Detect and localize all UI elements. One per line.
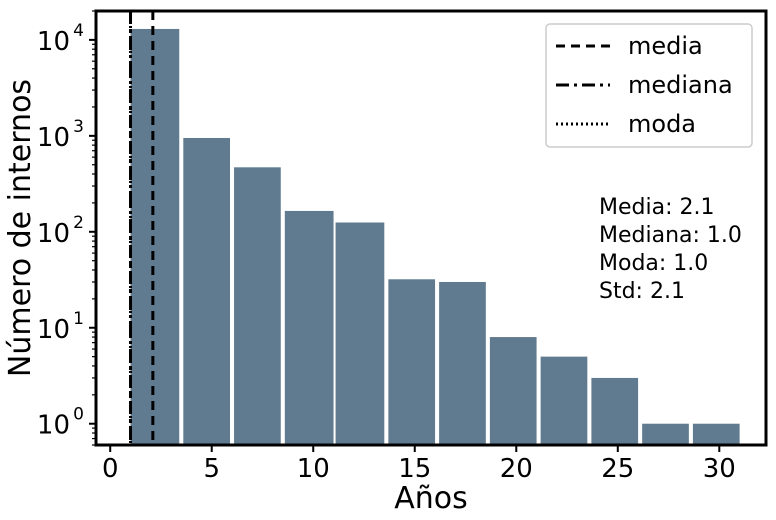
stat-std: Std: 2.1 (599, 279, 685, 304)
x-tick-label: 5 (203, 454, 220, 484)
bar-12 (692, 423, 740, 445)
x-tick-label: 30 (703, 454, 736, 484)
plot-frame (94, 9, 768, 447)
bar-2 (183, 137, 230, 445)
x-tick-label: 0 (102, 454, 119, 484)
legend-label-mediana: mediana (628, 71, 733, 99)
bar-8 (489, 337, 537, 445)
legend: media mediana moda (545, 23, 753, 148)
y-tick-exponent: 3 (73, 117, 84, 137)
y-tick-exponent: 1 (73, 309, 84, 329)
bar-9 (540, 356, 588, 445)
y-tick-label: 10 (37, 123, 70, 153)
bars-layer (130, 28, 740, 445)
x-tick-label: 10 (297, 454, 330, 484)
bar-10 (591, 377, 639, 445)
bar-7 (439, 281, 486, 445)
x-tick-label: 20 (500, 454, 533, 484)
legend-box (545, 23, 753, 148)
stats-annotation: Media: 2.1 Mediana: 1.0 Moda: 1.0 Std: 2… (599, 195, 742, 304)
stat-mediana: Mediana: 1.0 (599, 223, 742, 248)
x-axis-ticks: 0 5 10 15 20 25 30 (102, 445, 736, 484)
reference-lines-layer (129, 11, 155, 445)
bar-3 (234, 167, 281, 445)
legend-label-moda: moda (628, 110, 696, 138)
y-tick-exponent: 0 (73, 405, 84, 425)
bar-6 (388, 279, 436, 445)
y-tick-label: 10 (37, 219, 70, 249)
x-axis-label: Años (394, 481, 468, 516)
legend-label-media: media (628, 32, 703, 60)
x-tick-label: 15 (398, 454, 431, 484)
bar-1 (130, 28, 180, 445)
x-tick-label: 25 (601, 454, 634, 484)
bar-11 (642, 423, 689, 445)
y-tick-exponent: 4 (73, 21, 84, 41)
y-tick-label: 10 (37, 315, 70, 345)
y-tick-exponent: 2 (73, 213, 84, 233)
y-axis-label: Número de internos (3, 79, 38, 377)
bar-5 (335, 222, 385, 445)
stat-media: Media: 2.1 (599, 195, 714, 220)
y-tick-label: 10 (37, 27, 70, 57)
stat-moda: Moda: 1.0 (599, 251, 708, 276)
bar-4 (284, 210, 334, 445)
y-tick-label: 10 (37, 411, 70, 441)
